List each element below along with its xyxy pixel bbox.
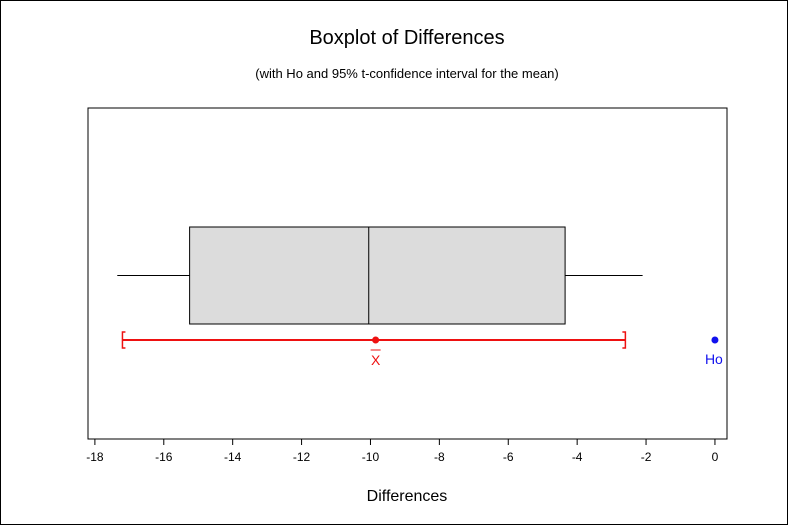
x-axis: -18 -16 -14 -12 -10 -8 -6 -4 -2 0 — [86, 439, 719, 464]
iqr-box — [189, 226, 566, 325]
x-tick-label: -14 — [224, 450, 242, 464]
x-tick-label: -12 — [293, 450, 311, 464]
x-tick-label: -10 — [362, 450, 380, 464]
x-tick-label: -6 — [503, 450, 514, 464]
ci-right-bracket — [622, 331, 627, 349]
h0-label: Ho — [705, 351, 723, 367]
mean-point — [372, 336, 380, 344]
chart-subtitle: (with Ho and 95% t-confidence interval f… — [255, 66, 559, 81]
x-tick-label: -4 — [572, 450, 583, 464]
mean-label: X — [371, 352, 381, 368]
x-tick-label: -18 — [86, 450, 104, 464]
x-tick-label: 0 — [712, 450, 719, 464]
h0-point — [711, 336, 719, 344]
x-tick-label: -16 — [155, 450, 173, 464]
chart-title: Boxplot of Differences — [309, 27, 504, 49]
x-axis-label: Differences — [367, 488, 448, 505]
chart-marks: X Ho — [117, 226, 723, 368]
x-tick-label: -2 — [641, 450, 652, 464]
x-tick-label: -8 — [434, 450, 445, 464]
ci-left-bracket — [121, 331, 126, 349]
